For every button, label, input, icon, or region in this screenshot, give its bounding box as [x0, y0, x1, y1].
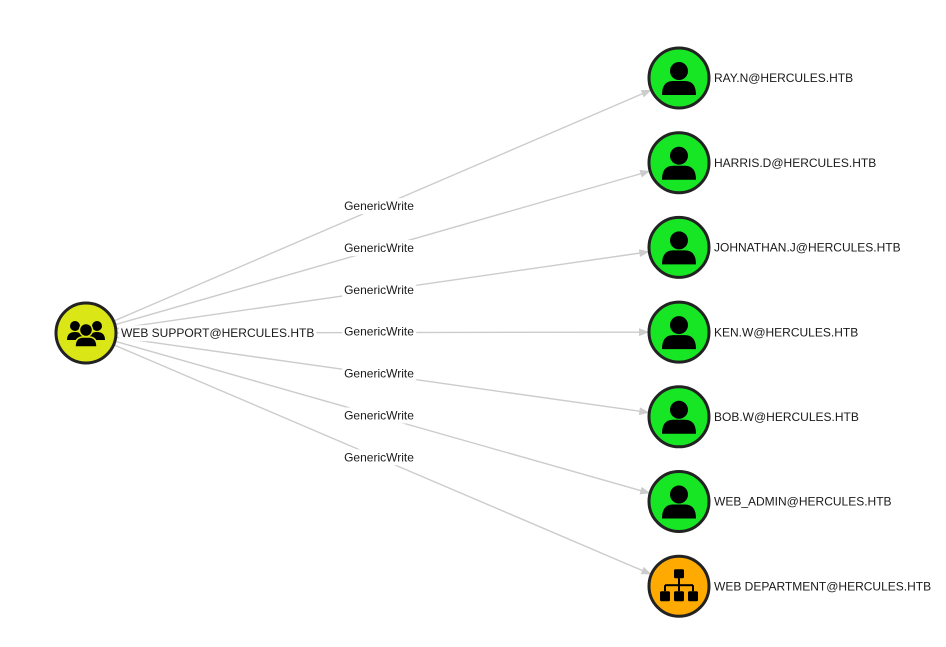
target-node-0[interactable]: [647, 46, 711, 110]
edge-label-5: GenericWrite: [344, 408, 414, 422]
target-node-0-label-background: [712, 70, 856, 87]
edge-labels-layer: GenericWrite GenericWrite GenericWrite Gene…: [342, 198, 417, 466]
target-node-4[interactable]: [647, 385, 711, 449]
source-node-label-group: WEB SUPPORT@HERCULES.HTB: [119, 325, 317, 342]
edge-label-4: GenericWrite: [344, 367, 414, 381]
target-node-3-label: KEN.W@HERCULES.HTB: [714, 325, 858, 339]
target-node-6-label: WEB DEPARTMENT@HERCULES.HTB: [714, 579, 931, 593]
edge-label-1-background: [342, 240, 417, 257]
source-node-label: WEB SUPPORT@HERCULES.HTB: [121, 326, 314, 340]
user-icon: [662, 62, 696, 95]
edge-label-6-background: [342, 449, 417, 466]
edge-label-3: GenericWrite: [344, 325, 414, 339]
target-node-4-label: BOB.W@HERCULES.HTB: [714, 410, 859, 424]
edge-label-2: GenericWrite: [344, 283, 414, 297]
edge-label-3-group: GenericWrite: [342, 323, 417, 340]
target-node-3-label-background: [712, 324, 861, 341]
nodes-layer: WEB SUPPORT@HERCULES.HTB RAY.N@HERCULES.H…: [54, 46, 934, 618]
target-node-0-label-group: RAY.N@HERCULES.HTB: [712, 70, 856, 87]
target-node-3[interactable]: [647, 300, 711, 364]
target-node-0-label: RAY.N@HERCULES.HTB: [714, 71, 853, 85]
target-node-2[interactable]: [647, 215, 711, 279]
edge-label-5-group: GenericWrite: [342, 407, 417, 424]
target-node-2-label-group: JOHNATHAN.J@HERCULES.HTB: [712, 239, 903, 256]
edge-label-2-background: [342, 281, 417, 298]
target-node-1-label: HARRIS.D@HERCULES.HTB: [714, 156, 876, 170]
edge-label-5-background: [342, 407, 417, 424]
users-icon: [67, 321, 105, 348]
user-icon: [662, 231, 696, 265]
source-node-label-background: [119, 325, 317, 342]
user-icon: [662, 400, 696, 434]
edge-label-1: GenericWrite: [344, 241, 414, 255]
target-node-6-label-background: [712, 578, 934, 595]
target-node-1-label-background: [712, 154, 879, 171]
target-node-5-label-group: WEB_ADMIN@HERCULES.HTB: [712, 493, 894, 510]
edge-label-6-group: GenericWrite: [342, 449, 417, 466]
target-node-3-label-group: KEN.W@HERCULES.HTB: [712, 324, 861, 341]
target-node-5[interactable]: [647, 470, 711, 533]
edge-label-0-background: [342, 198, 417, 215]
target-node-1[interactable]: [647, 131, 711, 195]
target-node-5-label: WEB_ADMIN@HERCULES.HTB: [714, 495, 892, 509]
sitemap-icon: [660, 569, 698, 602]
target-node-6-label-group: WEB DEPARTMENT@HERCULES.HTB: [712, 578, 934, 595]
edge-label-0: GenericWrite: [344, 199, 414, 213]
edge-label-0-group: GenericWrite: [342, 198, 417, 215]
user-icon: [662, 316, 696, 350]
edge-label-2-group: GenericWrite: [342, 281, 417, 298]
target-node-4-label-background: [712, 408, 861, 425]
edge-label-3-background: [342, 323, 417, 340]
edge-label-4-background: [342, 365, 417, 382]
target-node-2-label-background: [712, 239, 903, 256]
user-icon: [662, 146, 696, 180]
target-node-1-label-group: HARRIS.D@HERCULES.HTB: [712, 154, 879, 171]
target-node-4-label-group: BOB.W@HERCULES.HTB: [712, 408, 861, 425]
target-node-5-label-background: [712, 493, 894, 510]
target-node-2-label: JOHNATHAN.J@HERCULES.HTB: [714, 241, 901, 255]
edge-label-1-group: GenericWrite: [342, 240, 417, 257]
edge-label-4-group: GenericWrite: [342, 365, 417, 382]
source-node[interactable]: [54, 301, 118, 365]
edge-label-6: GenericWrite: [344, 450, 414, 464]
user-icon: [662, 485, 696, 519]
target-node-6[interactable]: [647, 554, 711, 618]
